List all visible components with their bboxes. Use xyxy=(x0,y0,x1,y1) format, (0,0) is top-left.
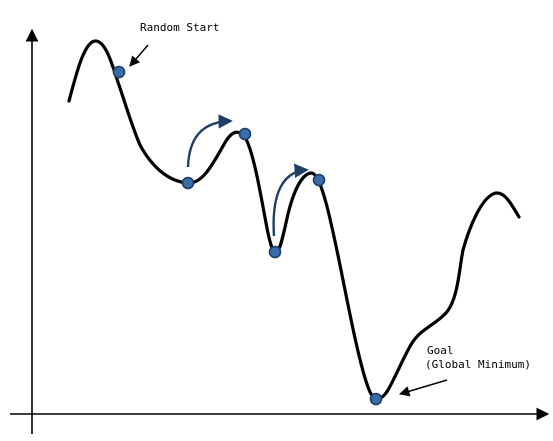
loss-landscape-curve xyxy=(67,39,521,401)
ball-local-min-2 xyxy=(268,245,282,259)
ball-random-start xyxy=(112,65,126,79)
random-start-pointer xyxy=(129,44,149,67)
ball-global-min xyxy=(369,392,383,406)
ball-peak-2 xyxy=(312,173,326,187)
goal-pointer xyxy=(398,379,448,397)
ball-peak-1 xyxy=(238,127,252,141)
random-start-label: Random Start xyxy=(140,21,219,34)
ball-local-min-1 xyxy=(181,176,195,190)
global-minimum-label: (Global Minimum) xyxy=(425,358,531,371)
jump-arrow-1 xyxy=(186,114,233,168)
goal-label: Goal xyxy=(427,344,454,357)
jump-arrow-2 xyxy=(272,163,309,237)
